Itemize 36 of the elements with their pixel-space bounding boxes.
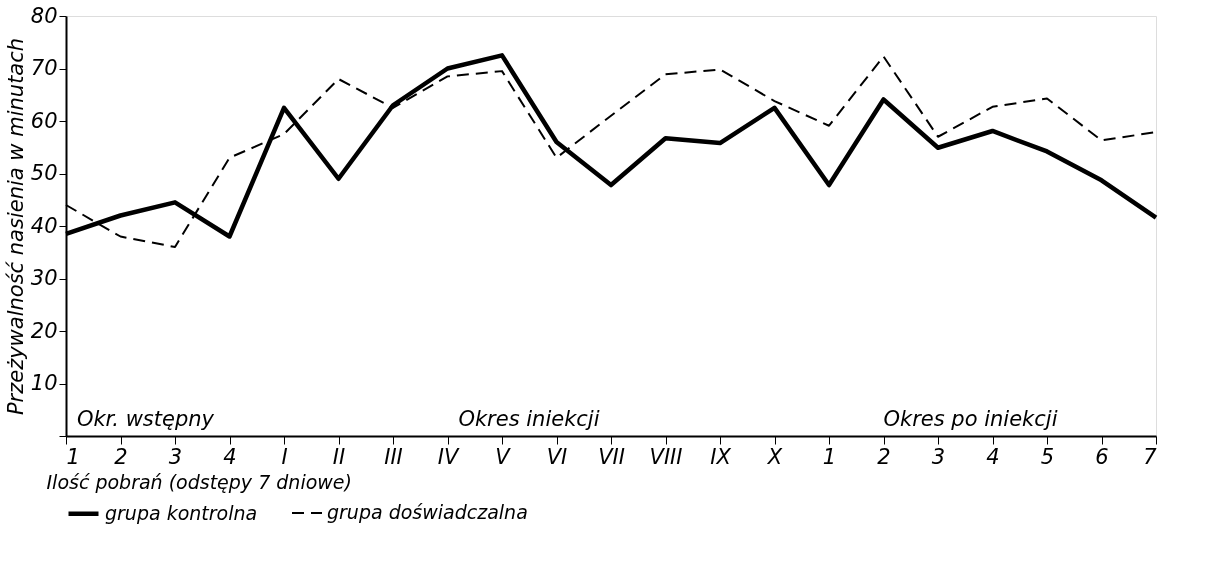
legend-label: grupa kontrolna bbox=[105, 501, 258, 524]
x-tick-label: VII bbox=[598, 444, 625, 469]
x-tick-label: 4 bbox=[223, 444, 237, 469]
x-tick-label: 7 bbox=[1143, 444, 1158, 469]
x-tick-label: 5 bbox=[1040, 444, 1055, 469]
x-tick-label: 3 bbox=[931, 444, 946, 469]
annotation: Okr. wstępny bbox=[76, 407, 215, 431]
x-axis-title: Ilość pobrań (odstępy 7 dniowe) bbox=[46, 470, 352, 493]
x-tick-label: 1 bbox=[66, 444, 80, 469]
annotation: Okres iniekcji bbox=[458, 407, 600, 431]
y-tick-label: 80 bbox=[30, 3, 58, 28]
x-tick-label: X bbox=[766, 444, 783, 469]
annotation: Okres po iniekcji bbox=[883, 407, 1058, 431]
x-tick-label: 4 bbox=[986, 444, 1000, 469]
x-tick-label: VI bbox=[546, 444, 568, 469]
x-tick-label: 1 bbox=[822, 444, 837, 469]
x-tick-label: 3 bbox=[168, 444, 183, 469]
y-tick-label: 70 bbox=[30, 56, 58, 80]
x-tick-label: 2 bbox=[114, 444, 128, 469]
x-tick-label: IX bbox=[710, 444, 732, 469]
x-tick-label: II bbox=[332, 444, 346, 469]
x-tick-label: I bbox=[281, 444, 288, 469]
x-tick-label: 6 bbox=[1095, 444, 1109, 469]
x-tick-label: III bbox=[384, 444, 403, 469]
y-tick-label: 20 bbox=[30, 318, 58, 343]
x-tick-label: V bbox=[495, 444, 512, 469]
y-tick-label: 30 bbox=[30, 266, 58, 290]
legend-label: grupa doświadczalna bbox=[327, 501, 528, 523]
x-tick-label: 2 bbox=[877, 444, 891, 469]
y-tick-label: 60 bbox=[30, 108, 58, 133]
x-tick-label: IV bbox=[437, 444, 460, 469]
y-tick-label: 50 bbox=[30, 161, 58, 185]
y-tick-label: 40 bbox=[30, 213, 58, 238]
y-tick-label: 10 bbox=[30, 371, 58, 395]
y-axis-title: Przeżywalność nasienia w minutach bbox=[3, 37, 28, 416]
x-tick-label: VIII bbox=[649, 444, 683, 469]
